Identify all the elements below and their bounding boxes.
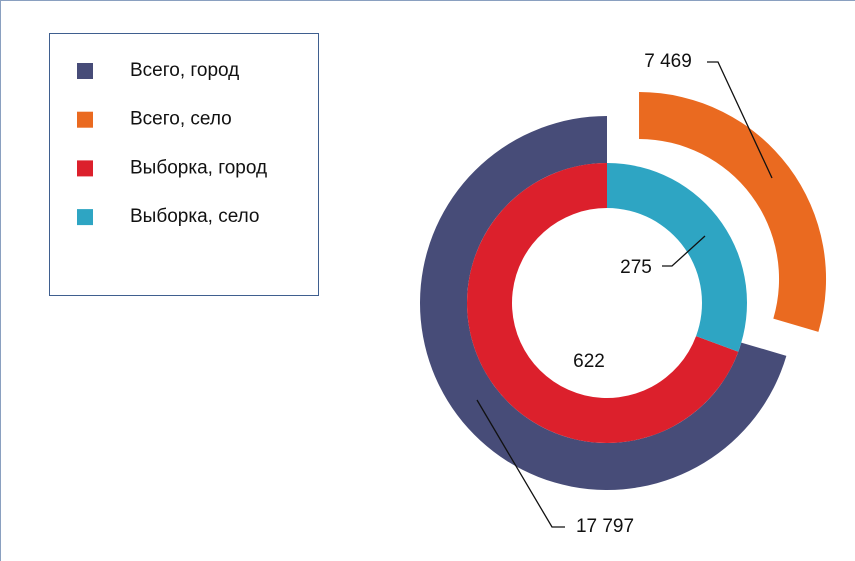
donut-slice [467,163,739,443]
legend-swatch [77,209,93,226]
leader-line [707,61,773,179]
legend-label: Всего, город [130,60,239,81]
leader-line [476,399,565,528]
data-label: 17 797 [576,516,634,537]
legend-label: Выборка, город [130,157,267,178]
data-label: 622 [573,351,605,372]
leader-line [662,235,706,267]
donut-slice [639,92,827,332]
legend-label: Всего, село [130,109,232,130]
legend-label: Выборка, село [130,206,260,227]
legend-box [49,33,319,296]
data-label: 7 469 [644,51,692,72]
legend-swatch [77,160,93,177]
data-label: 275 [620,257,652,278]
legend-swatch [77,63,93,79]
legend-swatch [77,111,93,128]
donut-slice [607,163,747,352]
